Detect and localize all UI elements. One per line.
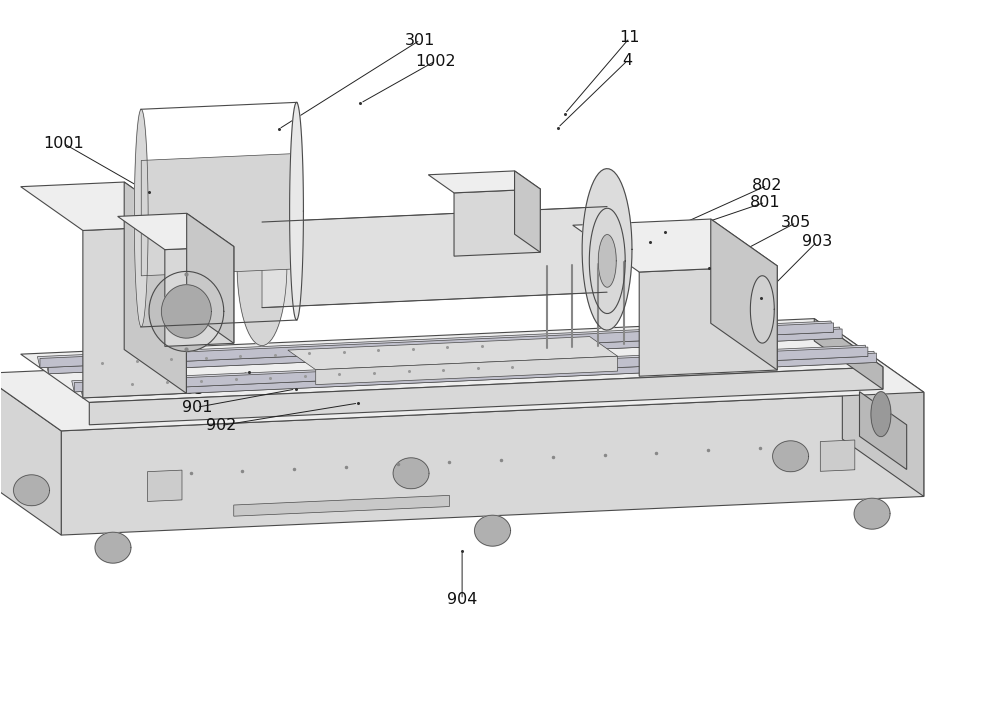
Polygon shape: [83, 353, 876, 398]
Polygon shape: [161, 285, 211, 338]
Polygon shape: [134, 109, 148, 327]
Polygon shape: [290, 102, 303, 320]
Text: 305: 305: [781, 215, 811, 230]
Polygon shape: [14, 475, 49, 505]
Polygon shape: [871, 392, 891, 436]
Polygon shape: [21, 319, 883, 403]
Polygon shape: [237, 184, 287, 345]
Polygon shape: [89, 367, 883, 425]
Polygon shape: [0, 374, 61, 535]
Polygon shape: [80, 351, 876, 398]
Polygon shape: [750, 276, 774, 343]
Polygon shape: [37, 321, 834, 368]
Polygon shape: [515, 171, 540, 252]
Polygon shape: [187, 214, 234, 343]
Polygon shape: [234, 496, 449, 516]
Polygon shape: [316, 356, 618, 385]
Polygon shape: [61, 392, 924, 535]
Polygon shape: [582, 168, 632, 330]
Text: 905: 905: [174, 381, 204, 396]
Polygon shape: [639, 266, 777, 376]
Polygon shape: [0, 335, 924, 431]
Polygon shape: [288, 336, 618, 369]
Polygon shape: [711, 219, 777, 370]
Text: 11: 11: [619, 30, 640, 45]
Polygon shape: [773, 441, 809, 472]
Polygon shape: [40, 323, 834, 368]
Text: 802: 802: [752, 178, 783, 193]
Polygon shape: [124, 182, 186, 393]
Text: 4: 4: [623, 53, 633, 68]
Polygon shape: [598, 235, 616, 287]
Polygon shape: [118, 214, 234, 250]
Polygon shape: [21, 182, 186, 231]
Polygon shape: [573, 219, 777, 272]
Text: 1002: 1002: [415, 54, 455, 68]
Polygon shape: [428, 171, 540, 193]
Polygon shape: [83, 226, 186, 398]
Polygon shape: [820, 440, 855, 472]
Polygon shape: [149, 271, 224, 351]
Polygon shape: [147, 470, 182, 501]
Polygon shape: [262, 207, 607, 307]
Polygon shape: [165, 247, 234, 346]
Text: 902: 902: [206, 418, 236, 433]
Polygon shape: [854, 498, 890, 529]
Text: 901: 901: [182, 400, 212, 415]
Text: 801: 801: [750, 195, 781, 209]
Polygon shape: [72, 345, 868, 392]
Polygon shape: [859, 391, 907, 470]
Polygon shape: [141, 154, 297, 276]
Polygon shape: [454, 189, 540, 256]
Polygon shape: [74, 347, 868, 392]
Polygon shape: [814, 319, 883, 389]
Polygon shape: [842, 335, 924, 496]
Polygon shape: [46, 327, 842, 374]
Polygon shape: [95, 532, 131, 563]
Polygon shape: [49, 329, 842, 374]
Polygon shape: [475, 515, 510, 546]
Polygon shape: [589, 208, 625, 314]
Text: 903: 903: [802, 234, 832, 249]
Polygon shape: [393, 458, 429, 489]
Text: 904: 904: [447, 592, 477, 607]
Text: 301: 301: [405, 32, 435, 47]
Text: 1001: 1001: [43, 136, 84, 151]
